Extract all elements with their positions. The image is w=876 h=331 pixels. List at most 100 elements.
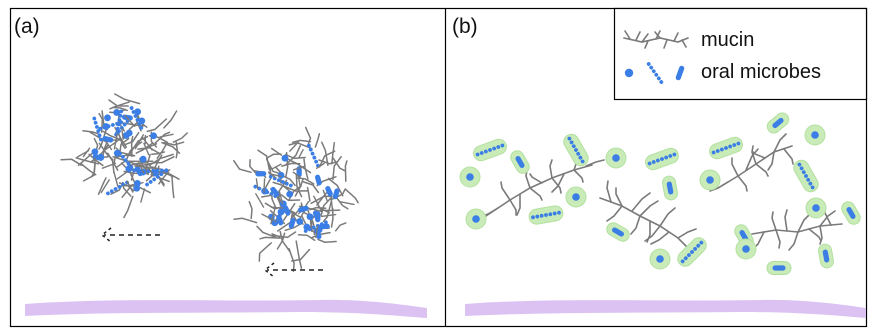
- rod-with-halo: [818, 243, 834, 269]
- mucin-microbe-aggregate-left: [60, 93, 188, 219]
- rod-microbe: [666, 181, 674, 195]
- chain-microbe: [711, 141, 741, 155]
- rod-with-halo: [510, 150, 530, 174]
- chain-microbe: [531, 210, 561, 220]
- coccus-microbe: [134, 108, 142, 116]
- chain-microbe: [647, 152, 677, 166]
- rod-microbe: [134, 165, 143, 177]
- chain-microbe: [115, 109, 124, 135]
- mucin-branch: [529, 173, 543, 184]
- rod-microbe: [318, 223, 330, 230]
- chain-microbe: [646, 62, 664, 84]
- mucin-branch: [650, 231, 670, 245]
- rod-with-halo: [606, 222, 630, 242]
- mucin-branch: [573, 169, 584, 183]
- mucin-branch: [677, 228, 697, 239]
- mucin-branch: [752, 151, 766, 159]
- rod-microbe: [255, 171, 267, 177]
- chain-microbe: [114, 115, 133, 137]
- coccus-microbe: [306, 213, 314, 221]
- mucin-branch: [737, 175, 748, 192]
- rod-microbe: [102, 135, 114, 143]
- mucin-strand: [644, 40, 649, 49]
- mucin-branch: [771, 211, 777, 231]
- mucin-branch: [516, 193, 521, 216]
- mucin-branch: [783, 148, 794, 165]
- chain-microbe: [307, 143, 320, 168]
- mucin-branch: [551, 173, 565, 193]
- coccus-microbe: [706, 176, 714, 184]
- coccus-microbe: [572, 193, 580, 201]
- mucin-branch: [585, 159, 605, 167]
- coccus-with-halo: [735, 238, 757, 260]
- rod-with-halo: [841, 201, 861, 225]
- mucin-branch: [767, 151, 775, 171]
- legend-label-oral-microbes: oral microbes: [701, 61, 821, 83]
- rod-microbe: [282, 205, 291, 216]
- coccus-with-halo: [804, 124, 826, 146]
- mucin-branch: [631, 192, 651, 212]
- mucin-branch: [529, 187, 543, 201]
- mucin-overlay: [76, 114, 174, 203]
- rod-microbe: [515, 156, 525, 168]
- legend-box: [613, 7, 868, 101]
- mucin-branch: [797, 213, 811, 233]
- chain-microbe: [145, 169, 167, 187]
- mucin-branch: [525, 169, 531, 189]
- mucin-branch: [775, 229, 781, 249]
- coccus-microbe: [281, 154, 289, 162]
- mucin-branch: [773, 133, 787, 153]
- rod-microbe: [772, 117, 784, 129]
- rod-microbe: [612, 227, 624, 237]
- mucin-branch: [639, 200, 659, 217]
- rod-with-halo: [766, 261, 792, 275]
- mucin-branch: [646, 220, 651, 243]
- mucin-microbe-aggregate-right: [233, 126, 359, 272]
- coccus-with-halo: [805, 197, 827, 219]
- oral-surface-a: [25, 299, 427, 318]
- chain-microbe: [98, 120, 124, 131]
- mucin-overlay: [255, 141, 355, 239]
- oral-surface-b: [465, 299, 866, 318]
- coccus-microbe: [113, 109, 121, 116]
- coccus-microbe: [624, 68, 634, 78]
- coccus-with-halo: [605, 147, 627, 169]
- coccus-microbe: [296, 218, 304, 225]
- rod-microbe: [675, 65, 685, 81]
- mucin-branch: [788, 231, 799, 251]
- mucin-branch: [659, 207, 676, 227]
- mucin-branch: [606, 205, 623, 222]
- legend-microbe-icons: [624, 62, 685, 84]
- coccus-microbe: [656, 255, 664, 263]
- rod-microbe: [772, 265, 786, 271]
- rod-microbe: [325, 186, 333, 197]
- chain-microbe: [797, 162, 815, 190]
- mucin-branch: [808, 228, 822, 242]
- chain-with-halo: [645, 147, 679, 171]
- rod-microbe: [312, 210, 321, 222]
- rod-microbe: [288, 217, 296, 229]
- mucin-strand: [635, 31, 641, 41]
- chain-microbe: [92, 116, 103, 142]
- mucin-branch: [615, 187, 623, 207]
- mucin-network-group: [479, 133, 843, 251]
- chain-microbe: [129, 106, 144, 130]
- rod-microbe: [846, 207, 856, 219]
- chain-with-halo: [563, 133, 589, 167]
- mucin-branch: [731, 157, 739, 177]
- mucin-strand: [654, 31, 661, 39]
- panel-label-b: (b): [452, 15, 478, 38]
- coccus-microbe: [91, 148, 99, 156]
- motion-arrow-left: [100, 227, 160, 243]
- coccus-microbe: [612, 154, 620, 162]
- legend-mucin-icon: [623, 30, 689, 49]
- coccus-with-halo: [699, 169, 721, 191]
- coccus-microbe: [277, 208, 285, 216]
- mucin-strand: [673, 32, 679, 42]
- chain-with-halo: [793, 159, 819, 193]
- motion-arrow-right: [263, 262, 323, 278]
- rod-microbe: [314, 174, 322, 186]
- chain-microbe: [475, 143, 505, 157]
- coccus-microbe: [286, 190, 294, 198]
